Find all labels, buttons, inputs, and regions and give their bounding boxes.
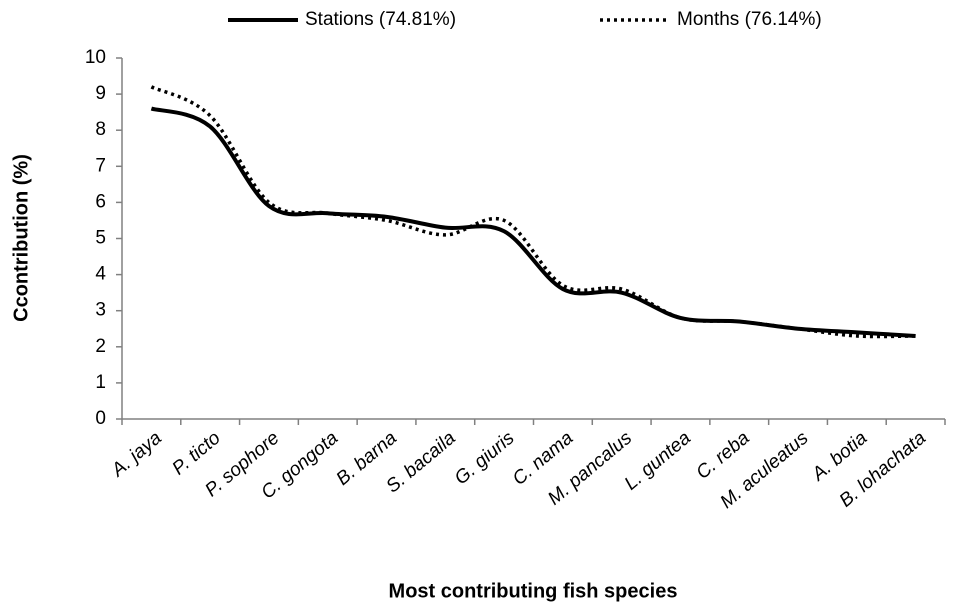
x-axis-title: Most contributing fish species [389, 580, 678, 602]
y-tick-label: 1 [95, 372, 106, 393]
legend-label: Months (76.14%) [677, 9, 822, 30]
y-tick-label: 8 [95, 119, 106, 140]
y-tick-label: 6 [95, 191, 106, 212]
y-axis-title: Ccontribution (%) [10, 154, 32, 322]
y-tick-label: 2 [95, 336, 106, 357]
y-tick-label: 10 [85, 47, 106, 68]
legend-label: Stations (74.81%) [305, 9, 456, 30]
x-tick-label: G. giuris [451, 427, 519, 489]
y-tick-label: 5 [95, 228, 106, 249]
y-tick-label: 3 [95, 300, 106, 321]
x-tick-label: L. guntea [621, 428, 695, 495]
y-tick-label: 7 [95, 155, 106, 176]
y-tick-label: 4 [95, 264, 106, 285]
y-tick-label: 9 [95, 83, 106, 104]
series-line [150, 85, 916, 339]
x-tick-label: A. jaya [107, 428, 166, 482]
series-line [150, 106, 916, 338]
y-tick-label: 0 [95, 408, 106, 429]
